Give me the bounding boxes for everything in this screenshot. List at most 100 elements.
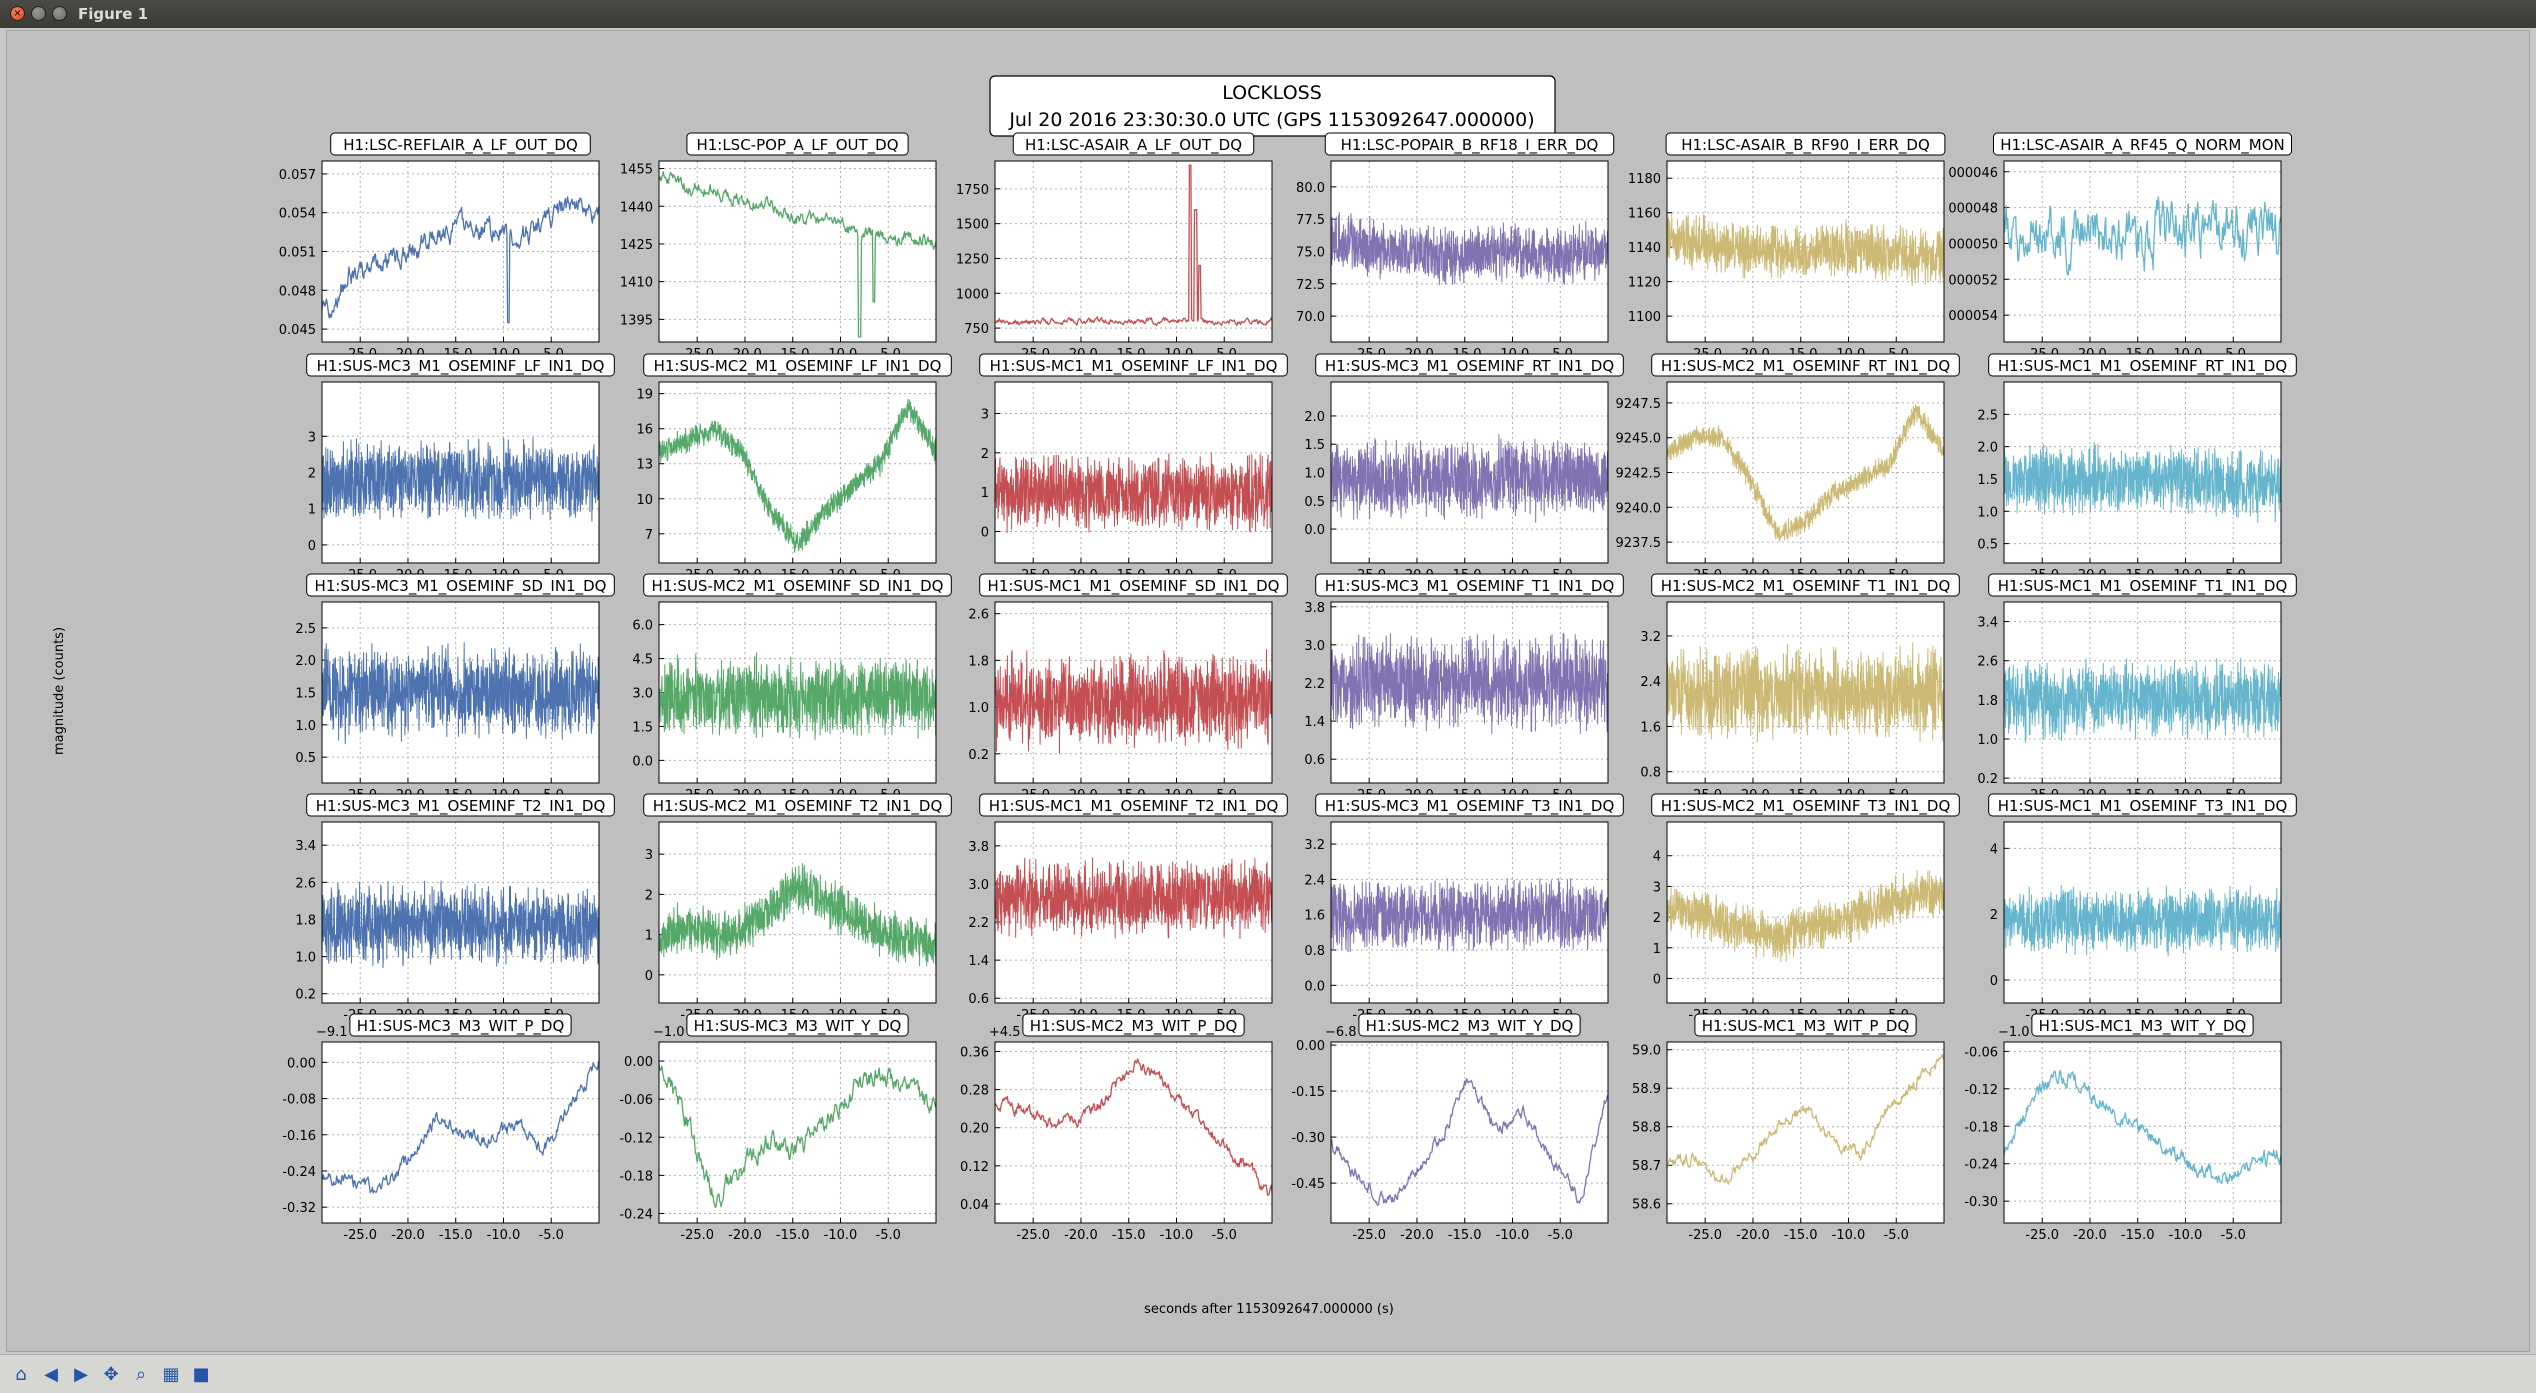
y-tick-label: 70.0 <box>1296 310 1325 325</box>
series-line <box>1666 870 1945 963</box>
back-icon: ◀ <box>44 1363 58 1385</box>
y-tick-label: 0.00 <box>1296 1039 1325 1054</box>
subplot-r0-c5: -25.0-20.0-15.0-10.0-5.00000460000480000… <box>1948 132 2292 362</box>
close-window-button[interactable]: × <box>10 6 25 21</box>
subplot-r2-c0: -25.0-20.0-15.0-10.0-5.02.52.01.51.00.5H… <box>295 573 615 803</box>
x-tick-label: -10.0 <box>824 1228 858 1243</box>
subplot-title-box <box>686 1013 909 1037</box>
x-tick-label: -15.0 <box>2121 1228 2155 1243</box>
series-line <box>1666 213 1945 287</box>
plot-frame <box>321 381 600 564</box>
series-line <box>658 863 937 967</box>
plot-area <box>659 161 936 342</box>
y-tick-label: 9247.5 <box>1616 397 1662 412</box>
subplot-r2-c5: -25.0-20.0-15.0-10.0-5.03.42.61.81.00.2H… <box>1977 573 2297 803</box>
y-tick-label: 000054 <box>1948 309 1998 324</box>
y-tick-label: 750 <box>964 322 989 337</box>
y-tick-label: 0 <box>1653 972 1661 987</box>
x-tick-label: -10.0 <box>1832 1228 1866 1243</box>
y-tick-label: -0.32 <box>282 1201 316 1216</box>
plot-frame <box>321 821 600 1004</box>
subplot-title-box <box>306 793 615 817</box>
offset-label: −9.1 <box>316 1025 348 1040</box>
home-icon: ⌂ <box>15 1363 27 1385</box>
x-tick-label: -20.0 <box>728 1228 762 1243</box>
subplot-title-box <box>1651 353 1960 377</box>
subplot-title: H1:LSC-POP_A_LF_OUT_DQ <box>696 136 898 155</box>
subplot-r2-c4: -25.0-20.0-15.0-10.0-5.03.22.41.60.8H1:S… <box>1640 573 1960 803</box>
offset-label: +4.5 <box>989 1025 1021 1040</box>
y-tick-label: 2.0 <box>1977 441 1998 456</box>
subplot-title: H1:SUS-MC1_M1_OSEMINF_T3_IN1_DQ <box>1998 797 2288 816</box>
plot-frame <box>321 1041 600 1224</box>
subplot-r3-c2: -25.0-20.0-15.0-10.0-5.03.83.02.21.40.6H… <box>968 793 1288 1023</box>
series-line <box>2003 1069 2282 1185</box>
suptitle-line2: Jul 20 2016 23:30:30.0 UTC (GPS 11530926… <box>1008 109 1534 131</box>
y-tick-label: -0.24 <box>1964 1158 1998 1173</box>
window-title: Figure 1 <box>78 5 149 23</box>
y-tick-label: 0.045 <box>279 323 316 338</box>
subplot-title: H1:SUS-MC2_M3_WIT_P_DQ <box>1030 1017 1238 1036</box>
series-line <box>321 1060 600 1194</box>
y-tick-label: 6.0 <box>632 619 653 634</box>
y-tick-label: 0.0 <box>632 754 653 769</box>
back-button[interactable]: ◀ <box>38 1361 64 1387</box>
x-tick-label: -25.0 <box>1688 1228 1722 1243</box>
subplot-title: H1:SUS-MC2_M1_OSEMINF_LF_IN1_DQ <box>654 357 942 376</box>
subplot-title-box <box>306 353 615 377</box>
offset-label: −1.0 <box>653 1025 685 1040</box>
save-button[interactable]: ■ <box>188 1361 214 1387</box>
plot-frame <box>1666 381 1945 564</box>
plot-frame <box>2003 381 2282 564</box>
y-tick-label: 1120 <box>1628 276 1661 291</box>
subplot-r4-c3: -25.0 -20.0 -15.0 -10.0 -5.0 0.00 -0.15 -0.30 -0… <box>1291 1013 1609 1243</box>
y-tick-label: 0.2 <box>968 748 989 763</box>
subplot-title: H1:LSC-ASAIR_A_RF45_Q_NORM_MON <box>2000 136 2285 155</box>
series-line <box>321 642 600 745</box>
minimize-window-button[interactable] <box>31 6 46 21</box>
y-tick-label: 9237.5 <box>1616 536 1662 551</box>
y-tick-label: 0 <box>308 539 316 554</box>
pan-button[interactable]: ✥ <box>98 1361 124 1387</box>
subplot-title-box <box>1651 793 1960 817</box>
y-tick-label: 4 <box>1990 842 1998 857</box>
x-tick-label: -5.0 <box>1212 1228 1237 1243</box>
series-line <box>321 880 600 969</box>
plot-frame <box>1330 1041 1609 1224</box>
y-tick-label: 1455 <box>620 163 653 178</box>
subplot-r1-c5: -25.0-20.0-15.0-10.0-5.02.52.01.51.00.5H… <box>1977 353 2297 583</box>
y-tick-label: 0.5 <box>295 751 316 766</box>
forward-button[interactable]: ▶ <box>68 1361 94 1387</box>
y-tick-label: 1.6 <box>1640 720 1661 735</box>
plot-frame <box>1330 821 1609 1004</box>
subplots-button[interactable]: ▦ <box>158 1361 184 1387</box>
subplot-title-box <box>1694 1013 1917 1037</box>
x-tick-label: -10.0 <box>1160 1228 1194 1243</box>
y-tick-label: 3 <box>308 430 316 445</box>
home-button[interactable]: ⌂ <box>8 1361 34 1387</box>
plot-frame <box>994 160 1273 343</box>
y-tick-label: 0.2 <box>295 988 316 1003</box>
y-tick-label: 1.0 <box>295 951 316 966</box>
pan-icon: ✥ <box>103 1363 119 1385</box>
zoom-button[interactable]: ⌕ <box>128 1361 154 1387</box>
subplot-r0-c1: -25.0-20.0-15.0-10.0-5.01455144014251410… <box>620 132 937 362</box>
x-tick-label: -15.0 <box>1784 1228 1818 1243</box>
subplot-r1-c1: -25.0-20.0-15.0-10.0-5.0191613107H1:SUS-… <box>636 353 952 583</box>
y-tick-label: 1425 <box>620 238 653 253</box>
subplot-title-box <box>1022 1013 1245 1037</box>
subplot-r3-c0: -25.0-20.0-15.0-10.0-5.03.42.61.81.00.2H… <box>295 793 615 1023</box>
y-tick-label: 0.057 <box>279 168 316 183</box>
y-tick-label: 16 <box>636 423 653 438</box>
subplot-r1-c3: -25.0-20.0-15.0-10.0-5.02.01.51.00.50.0H… <box>1304 353 1624 583</box>
plot-area <box>1667 822 1944 1003</box>
x-tick-label: -25.0 <box>680 1228 714 1243</box>
y-tick-label: 1.0 <box>295 719 316 734</box>
figure-canvas[interactable]: LOCKLOSS Jul 20 2016 23:30:30.0 UTC (GPS… <box>6 30 2530 1352</box>
maximize-window-button[interactable] <box>52 6 67 21</box>
subplot-title: H1:LSC-ASAIR_A_LF_OUT_DQ <box>1025 136 1242 155</box>
save-icon: ■ <box>192 1363 210 1385</box>
subplot-r1-c4: -25.0-20.0-15.0-10.0-5.09247.59245.09242… <box>1616 353 1960 583</box>
y-tick-label: 0.048 <box>279 284 316 299</box>
x-tick-label: -15.0 <box>776 1228 810 1243</box>
